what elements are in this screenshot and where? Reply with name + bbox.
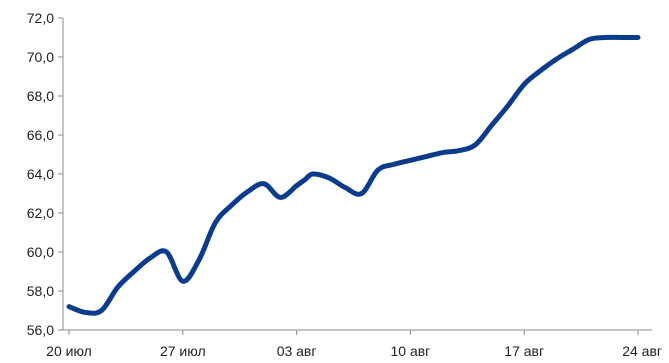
- x-tick-label: 10 авг: [391, 343, 431, 359]
- x-tick-label: 20 июл: [46, 343, 92, 359]
- y-tick-label: 58,0: [27, 283, 54, 299]
- y-tick-label: 68,0: [27, 88, 54, 104]
- x-tick-label: 27 июл: [160, 343, 206, 359]
- x-tick-label: 24 авг: [622, 343, 662, 359]
- y-tick-label: 60,0: [27, 244, 54, 260]
- y-axis-tick-labels: 56,0 58,0 60,0 62,0 64,0 66,0 68,0 70,0 72,0: [27, 10, 54, 338]
- y-tick-label: 72,0: [27, 10, 54, 26]
- x-tick-label: 17 авг: [504, 343, 544, 359]
- y-tick-label: 56,0: [27, 322, 54, 338]
- y-tick-label: 70,0: [27, 49, 54, 65]
- series-line: [69, 37, 638, 313]
- y-tick-label: 66,0: [27, 127, 54, 143]
- y-tick-label: 64,0: [27, 166, 54, 182]
- x-axis-tick-labels: 20 июл 27 июл 03 авг 10 авг 17 авг 24 авг: [46, 343, 662, 359]
- y-tick-label: 62,0: [27, 205, 54, 221]
- x-tick-label: 03 авг: [277, 343, 317, 359]
